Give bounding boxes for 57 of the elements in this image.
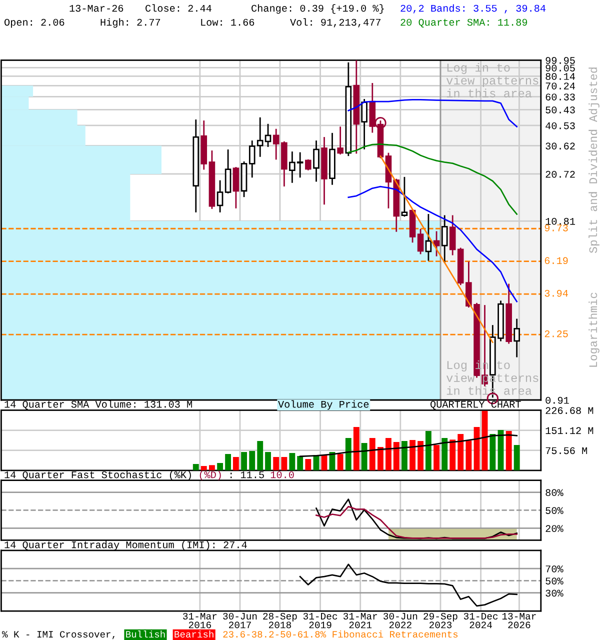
text: : 11.5 — [230, 471, 264, 478]
band-label: Log in to view patterns in this area — [446, 62, 538, 98]
text: Bearish — [174, 630, 214, 638]
text: 13-Mar-26 — [70, 4, 124, 12]
ref-line-label: 6.19 — [544, 257, 568, 264]
text: Volume By Price — [278, 400, 369, 410]
text: % K - IMI Crossover, — [2, 631, 115, 640]
text: QUARTERLY CHART — [430, 400, 521, 410]
x-tick-label: 28-Sep 2018 — [263, 612, 297, 628]
x-tick-label: 30-Jun 2022 — [384, 612, 418, 628]
y-tick-label: 30% — [546, 590, 564, 597]
y-tick-label: 50.43 — [546, 106, 575, 114]
ref-line-label: 2.25 — [544, 330, 568, 338]
text: High: 2.77 — [100, 18, 160, 28]
text: 14 Quarter Fast Stochastic (%K) — [4, 470, 191, 480]
x-tick-label: 31-Dec 2019 — [303, 612, 338, 628]
y-tick-label: 10.81 — [546, 218, 575, 225]
y-tick-label: 99.95 — [546, 57, 575, 64]
text: Vol: 91,213,477 — [290, 18, 380, 28]
text: 10.0 — [270, 471, 294, 478]
ref-line-label: 3.94 — [544, 290, 568, 297]
x-tick-label: 13-Mar 2026 — [502, 612, 536, 628]
y-tick-label: 50% — [546, 507, 564, 514]
y-tick-label: 50% — [546, 578, 564, 584]
y-tick-label: 80.14 — [546, 73, 575, 80]
y-tick-label: 60.33 — [546, 94, 575, 100]
x-tick-label: 31-Dec 2024 — [464, 612, 498, 628]
x-tick-label: 31-Mar 2016 — [183, 612, 217, 628]
y-tick-label: 20% — [546, 525, 564, 532]
x-tick-label: 31-Mar 2021 — [343, 612, 377, 628]
text: Change: 0.39 {+19.0 %} — [252, 4, 384, 14]
y-tick-label: 20.72 — [546, 170, 575, 178]
y-tick-label: 0.91 — [546, 396, 569, 404]
y-axis-title: Split and Dividend Adjusted — [588, 68, 600, 253]
text: Open: 2.06 — [4, 18, 64, 28]
text: Low: 1.66 — [201, 18, 254, 26]
y-tick-label: 75.56 M — [546, 447, 588, 454]
y-tick-label: 30.62 — [546, 142, 575, 150]
ref-line-label: 9.73 — [544, 224, 568, 232]
y-tick-label: 70.24 — [546, 82, 575, 90]
text: 14 Quarter SMA Volume: 131.03 M — [4, 400, 192, 410]
chart-title: 14 Quarter Intraday Momentum (IMI): 27.4 — [4, 540, 247, 550]
text: Logarithmic — [588, 292, 600, 367]
text: Close: 2.44 — [146, 4, 212, 12]
text: 20 Quarter SMA: 11.89 — [400, 18, 528, 28]
x-tick-label: 30-Jun 2017 — [223, 612, 257, 628]
text: Bullish — [126, 630, 165, 638]
y-tick-label: 70% — [546, 565, 564, 572]
text: 20,2 Bands: 3.55 , 39.84 — [400, 4, 546, 14]
y-tick-label: 151.12 M — [546, 427, 594, 434]
text: (%D) — [200, 470, 221, 480]
y-tick-label: 40.53 — [546, 122, 575, 130]
text: 23.6-38.2-50-61.8% Fibonacci Retracements — [223, 630, 458, 638]
y-tick-label: 226.68 M — [546, 407, 594, 414]
x-tick-label: 29-Sep 2023 — [424, 612, 458, 628]
y-tick-label: 80% — [546, 489, 564, 496]
y-tick-label: 90.05 — [546, 64, 575, 72]
